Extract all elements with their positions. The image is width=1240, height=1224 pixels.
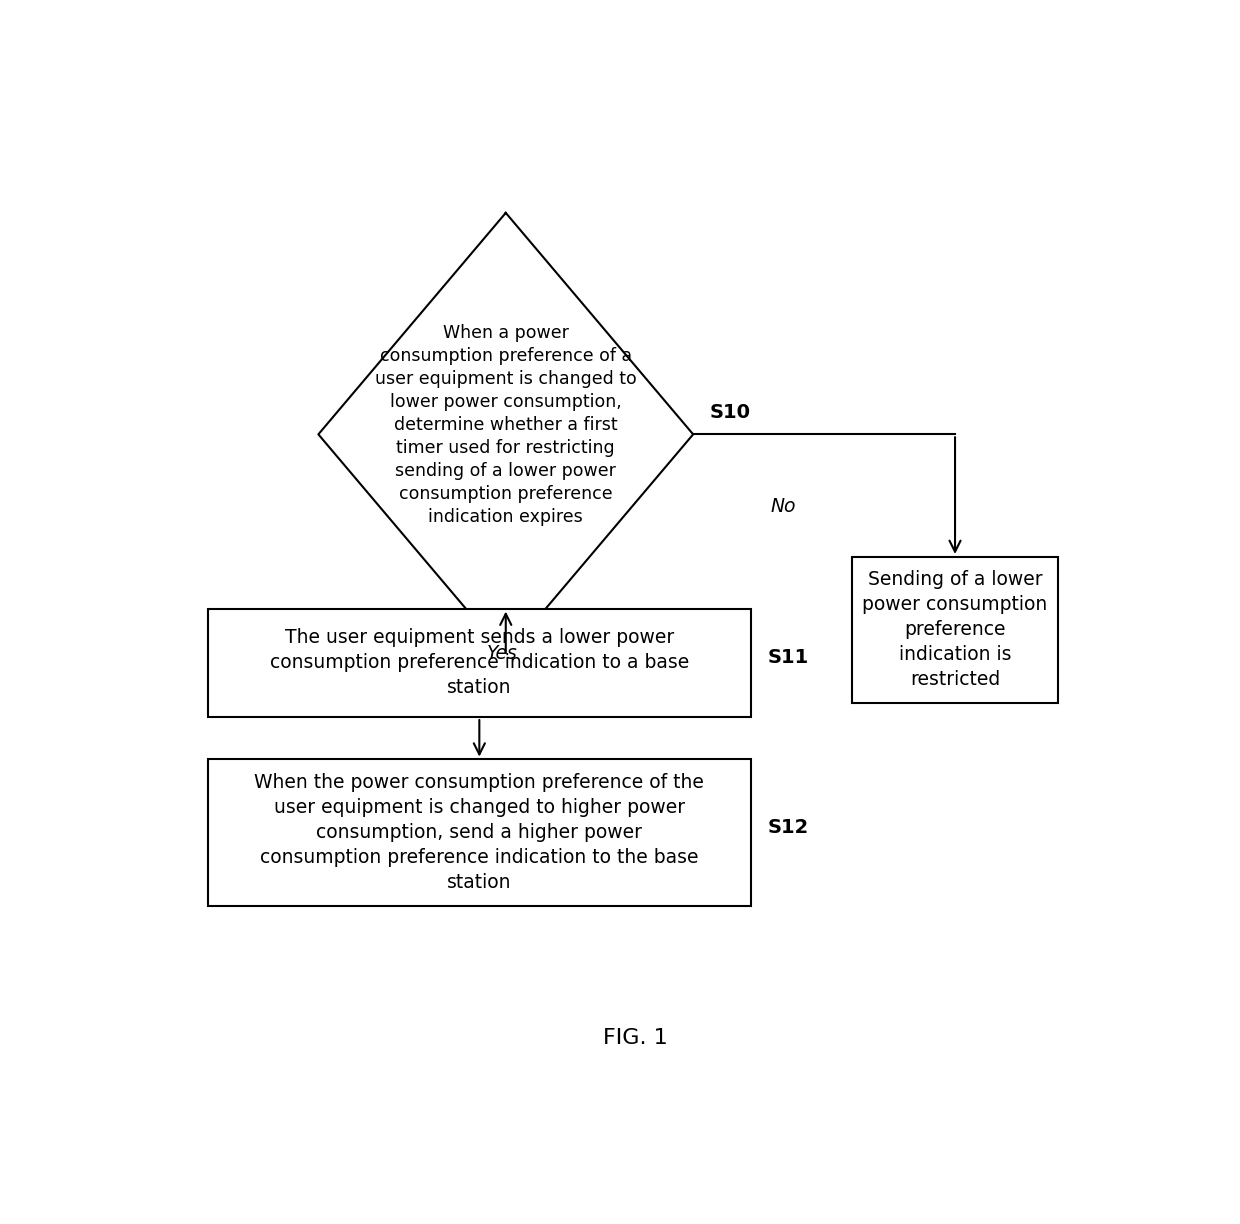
Text: S11: S11 (768, 649, 810, 667)
Text: No: No (770, 497, 796, 517)
Bar (208, 608, 750, 717)
Text: Sending of a lower
power consumption
preference
indication is
restricted: Sending of a lower power consumption pre… (862, 570, 1048, 689)
Text: S12: S12 (768, 818, 810, 837)
Bar (208, 759, 750, 906)
Text: The user equipment sends a lower power
consumption preference indication to a ba: The user equipment sends a lower power c… (270, 628, 689, 698)
Text: Yes: Yes (486, 644, 517, 663)
Text: When the power consumption preference of the
user equipment is changed to higher: When the power consumption preference of… (254, 774, 704, 892)
Text: FIG. 1: FIG. 1 (603, 1027, 668, 1048)
Text: When a power
consumption preference of a
user equipment is changed to
lower powe: When a power consumption preference of a… (374, 324, 636, 525)
Text: S10: S10 (709, 403, 750, 422)
Bar (852, 557, 1058, 703)
